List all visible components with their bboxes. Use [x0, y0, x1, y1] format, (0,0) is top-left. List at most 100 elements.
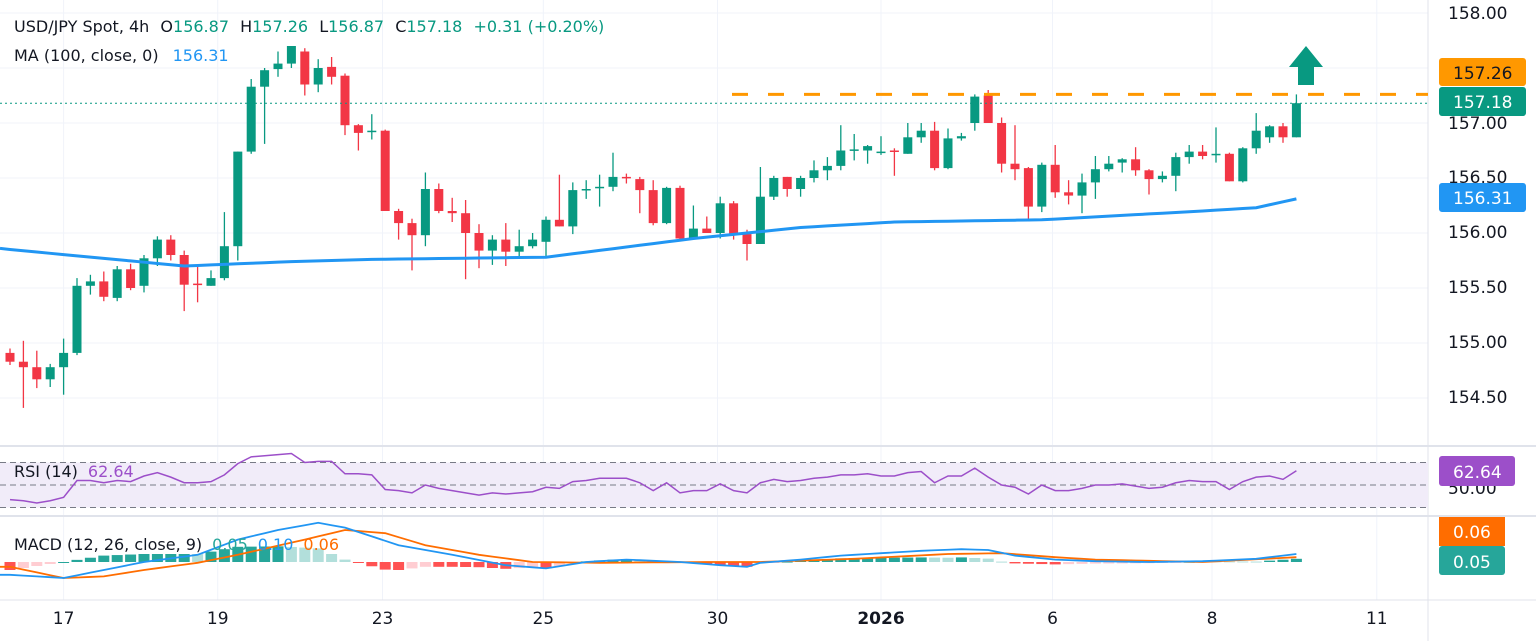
ma-legend[interactable]: MA (100, close, 0) 156.31: [14, 46, 235, 65]
macd-histogram-bar: [433, 562, 445, 567]
signal-line: [0, 529, 1297, 579]
macd-histogram-bar: [982, 558, 994, 562]
high-value: 157.26: [252, 17, 309, 36]
candle-body: [461, 213, 471, 233]
ma-legend-value: 156.31: [172, 46, 229, 65]
resistance-price-label: 157.26: [1453, 64, 1512, 84]
rsi-badge-label: 62.64: [1453, 463, 1502, 483]
macd-histogram-bar: [875, 557, 887, 562]
candle-body: [568, 190, 578, 227]
candle-body: [139, 258, 149, 286]
candle-body: [1224, 153, 1234, 182]
resistance-price-badge: [1439, 58, 1526, 86]
macd-histogram-bar: [138, 554, 150, 562]
macd-histogram-bar: [1264, 560, 1276, 562]
candle-body: [541, 219, 551, 242]
macd-legend[interactable]: MACD (12, 26, close, 9) 0.05 0.10 0.06: [14, 535, 345, 554]
candle-body: [1171, 157, 1181, 176]
candle-body: [380, 130, 390, 211]
candle-body: [407, 223, 417, 236]
candle-body: [5, 352, 15, 362]
price-tick: 155.50: [1448, 278, 1507, 298]
change-value: +0.31 (+0.20%): [473, 17, 605, 36]
macd-histogram-bar: [218, 549, 230, 562]
candle-body: [742, 234, 752, 244]
candle-body: [581, 189, 591, 191]
macd-histogram-bar: [71, 559, 83, 562]
rsi-legend-value: 62.64: [87, 462, 134, 481]
macd-histogram-bar: [326, 554, 338, 562]
candle-body: [487, 239, 497, 251]
close-label: C: [395, 17, 407, 36]
macd-legend-label: MACD (12, 26, close, 9): [14, 535, 203, 554]
candle-body: [193, 283, 203, 286]
macd-histogram-bar: [379, 562, 391, 570]
macd-histogram-bar: [111, 555, 123, 562]
candle-body: [367, 130, 377, 133]
macd-signal-value: 0.06: [303, 535, 340, 554]
price-tick: 154.50: [1448, 388, 1507, 408]
date-axis[interactable]: 17 19 23 25 30 2026 6 8 11: [53, 609, 1388, 629]
macd-histogram-bar: [513, 562, 525, 569]
macd-histogram-bar: [1223, 561, 1235, 563]
candle-body: [1144, 170, 1154, 180]
macd-histogram-bar: [888, 557, 900, 562]
candle-body: [889, 150, 899, 152]
candle-body: [447, 211, 457, 214]
overlays: [0, 46, 1428, 268]
candle-body: [943, 138, 953, 169]
macd-histogram-bar: [486, 562, 498, 568]
candle-body: [836, 150, 846, 166]
candles: [5, 46, 1301, 408]
macd-histogram-bar: [996, 561, 1008, 563]
candle-body: [99, 281, 109, 297]
candle-body: [1050, 164, 1060, 193]
macd-histogram-bar: [969, 558, 981, 562]
macd-histogram-bar: [1237, 561, 1249, 563]
symbol-title[interactable]: USD/JPY Spot, 4h: [14, 17, 150, 36]
macd-histogram-bar: [393, 562, 405, 570]
candle-body: [300, 51, 310, 85]
candle-body: [662, 187, 672, 224]
rsi-legend[interactable]: RSI (14) 62.64: [14, 462, 140, 481]
candle-body: [1184, 151, 1194, 158]
candle-body: [1251, 130, 1261, 149]
price-tick: 156.00: [1448, 223, 1507, 243]
macd-histogram-bar: [929, 557, 941, 562]
candle-body: [1090, 169, 1100, 183]
candle-body: [983, 95, 993, 123]
macd-histogram-bar: [1277, 559, 1289, 562]
date-label: 23: [372, 609, 394, 629]
macd-pane[interactable]: [0, 521, 1302, 579]
macd-histogram-bar: [192, 554, 204, 562]
candle-body: [59, 352, 69, 368]
candle-body: [863, 146, 873, 151]
high-label: H: [240, 17, 253, 36]
macd-histogram-bar: [942, 557, 954, 562]
price-axis[interactable]: 158.00 157.00 156.50 156.00 155.50 155.0…: [1439, 4, 1526, 575]
signal-badge-label: 0.06: [1453, 523, 1491, 543]
candle-body: [782, 176, 792, 189]
macd-histogram-bar: [1076, 562, 1088, 564]
rsi-pane[interactable]: [9, 452, 1297, 504]
macd-line-value: 0.10: [257, 535, 294, 554]
macd-histogram-bar: [178, 554, 190, 562]
date-label: 11: [1366, 609, 1388, 629]
macd-histogram-bar: [1009, 562, 1021, 564]
candle-body: [219, 246, 229, 279]
candle-body: [246, 86, 256, 152]
candle-body: [1265, 126, 1275, 138]
macd-histogram-bar: [446, 562, 458, 567]
candle-body: [916, 130, 926, 138]
macd-histogram-bar: [259, 546, 271, 562]
price-tick: 158.00: [1448, 4, 1507, 24]
candle-body: [514, 246, 524, 252]
candle-body: [166, 239, 176, 255]
candle-body: [675, 187, 685, 239]
candle-body: [595, 186, 605, 189]
candle-body: [608, 176, 618, 187]
candle-body: [1077, 182, 1087, 196]
candle-body: [876, 151, 886, 154]
candle-body: [1010, 163, 1020, 170]
